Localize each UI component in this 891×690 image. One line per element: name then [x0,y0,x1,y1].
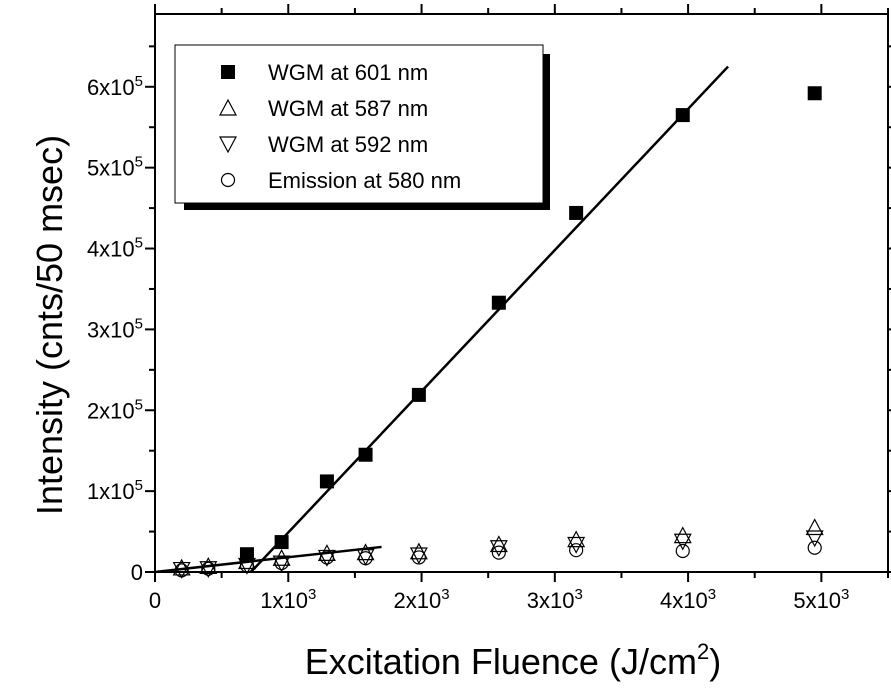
data-point [317,549,336,567]
data-point [411,387,426,402]
data-point [675,108,690,123]
legend-marker [221,65,235,79]
legend-label: WGM at 592 nm [268,132,428,157]
data-point [491,295,506,310]
x-tick-label: 1x103 [260,586,316,613]
y-tick-label: 2x105 [87,396,143,423]
data-point [673,533,692,551]
data-point [239,547,254,562]
data-point [807,540,822,555]
y-tick-label: 4x105 [87,235,143,262]
y-axis-title: Intensity (cnts/50 msec) [29,135,70,515]
plot-frame [154,13,889,573]
data-point [673,526,692,544]
x-tick-label: 2x103 [394,586,450,613]
data-point [199,557,218,574]
data-point [317,544,336,562]
data-point [675,543,690,559]
data-point [356,543,375,561]
data-point [272,548,291,566]
x-axis-title-close: ) [709,641,721,682]
data-point [172,561,191,579]
data-point [172,558,191,576]
x-axis-title: Excitation Fluence (J/cm2) [305,639,721,682]
data-point [569,543,584,558]
legend-label: WGM at 587 nm [268,96,428,121]
x-tick-label: 3x103 [527,586,583,613]
data-point [319,474,334,489]
legend-label: Emission at 580 nm [268,168,461,193]
axis-ticks [145,4,891,582]
data-point [569,205,584,220]
y-tick-label: 5x105 [87,154,143,181]
data-point [567,530,586,548]
x-axis-title-main: Excitation Fluence (J/cm [305,641,697,682]
x-tick-label: 5x103 [793,586,849,613]
legend-box [174,44,544,204]
data-point [489,535,508,553]
data-point [199,561,218,579]
legend-marker [219,98,237,116]
tick-labels: 0 1x103 2x103 3x103 4x103 5x103 0 1x105 2x105 3x1… [87,73,849,613]
data-point [358,447,373,462]
data-points [172,86,824,579]
data-point [491,545,506,560]
legend-marker [219,136,237,154]
data-point [274,535,289,550]
x-axis-title-superscript: 2 [697,639,709,664]
data-point [567,536,586,554]
y-tick-label: 3x105 [87,315,143,342]
legend-label: WGM at 601 nm [268,60,428,85]
data-point [807,86,822,101]
legend: WGM at 601 nm WGM at 587 nm WGM at 592 nm E… [174,44,550,210]
fit-line [154,545,382,574]
y-tick-label: 0 [131,560,143,585]
y-tick-label: 1x105 [87,477,143,504]
x-tick-label: 0 [149,588,161,613]
data-point [409,547,428,565]
y-tick-label: 6x105 [87,73,143,100]
data-point [272,555,291,573]
data-point [805,530,824,548]
data-point [489,540,508,558]
x-tick-label: 4x103 [660,586,716,613]
legend-marker [220,172,236,188]
data-point [356,549,375,566]
data-point [805,518,824,536]
data-point [409,542,428,560]
